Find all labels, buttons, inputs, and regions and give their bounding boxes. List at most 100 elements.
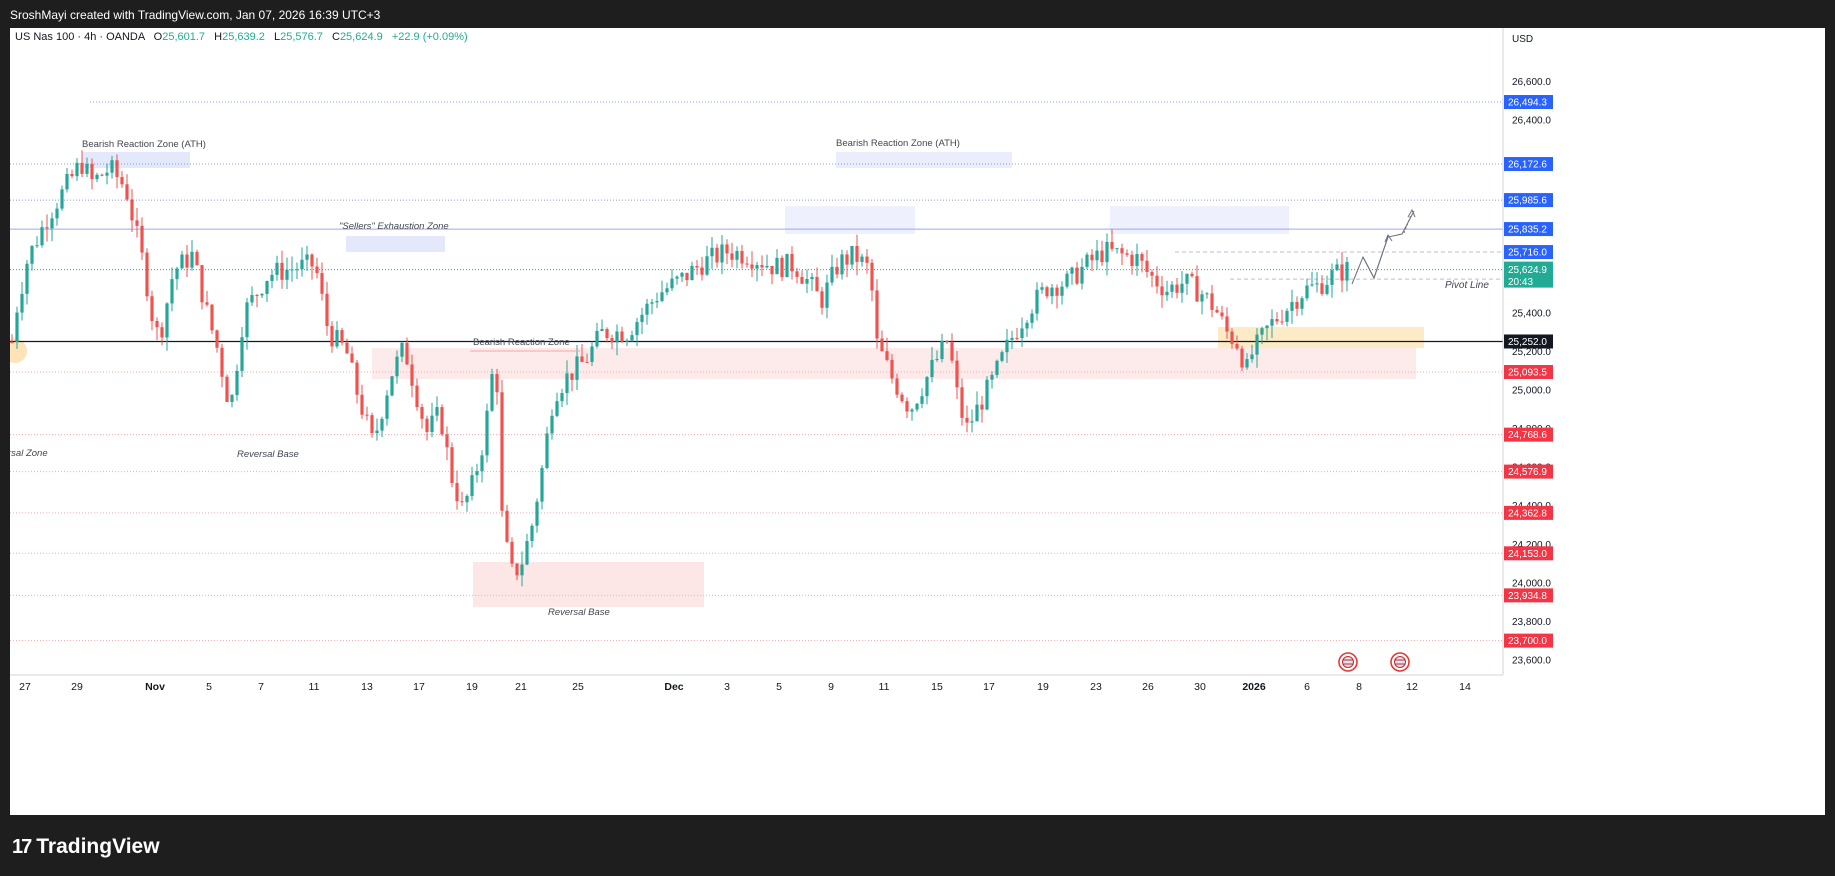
candles <box>10 150 1349 587</box>
candle <box>1240 345 1244 372</box>
candle <box>300 247 304 277</box>
x-tick-label: 17 <box>983 681 995 693</box>
candle <box>1130 250 1134 275</box>
price-tag-bg <box>1504 365 1553 380</box>
candle-body <box>125 184 129 200</box>
x-tick-label: 29 <box>71 681 83 693</box>
price-tag: 25,093.5 <box>1504 365 1553 380</box>
candle <box>1005 328 1009 364</box>
candle-body <box>335 330 339 347</box>
x-tick-label: 14 <box>1459 681 1471 693</box>
projection-path-2 <box>1362 236 1389 280</box>
candle-body <box>195 251 199 266</box>
legend-l-label: L <box>274 31 280 43</box>
tradingview-brand[interactable]: 17 TradingView <box>12 835 160 859</box>
price-tag-label: 23,700.0 <box>1508 636 1547 647</box>
candle-body <box>705 256 709 275</box>
candle <box>1305 278 1309 301</box>
candle <box>320 262 324 301</box>
candle <box>1275 312 1279 325</box>
candle-body <box>1260 328 1264 335</box>
candle-body <box>1025 322 1029 329</box>
candle-body <box>675 276 679 279</box>
candle-body <box>10 341 14 343</box>
candle-body <box>455 482 459 502</box>
candle-body <box>590 346 594 362</box>
candle <box>1340 251 1344 293</box>
us-event-icon-2[interactable] <box>1390 652 1410 672</box>
candle-body <box>955 360 959 388</box>
candle <box>1015 328 1019 341</box>
bearish-reaction-zone[interactable] <box>372 348 1416 379</box>
candle <box>750 251 754 277</box>
candle <box>285 257 289 289</box>
candle-body <box>655 300 659 303</box>
candle <box>930 347 934 383</box>
candle-body <box>1340 264 1344 281</box>
candle <box>1095 239 1099 270</box>
candle <box>230 393 234 408</box>
y-tick-label: 23,600.0 <box>1512 655 1551 666</box>
candle-body <box>640 314 644 323</box>
price-tag-bg <box>1504 157 1553 172</box>
candle <box>540 465 544 510</box>
candle-body <box>250 295 254 303</box>
annotation-layer: Bearish Reaction Zone (ATH) "Sellers" Ex… <box>8 138 1489 618</box>
candle-body <box>630 335 634 341</box>
candle <box>1140 252 1144 273</box>
candle-body <box>475 471 479 476</box>
candle <box>1170 281 1174 298</box>
candle <box>405 337 409 365</box>
candle <box>1010 330 1014 349</box>
candle <box>1180 271 1184 303</box>
level-price-tags: 26,494.3 26,172.6 25,985.6 25,835.2 25,716.0… <box>1504 95 1553 648</box>
price-chart[interactable]: Bearish Reaction Zone (ATH) "Sellers" Ex… <box>3 28 1825 815</box>
candle <box>960 378 964 426</box>
candle-body <box>30 246 34 264</box>
candle <box>1150 269 1154 288</box>
resistance-zone-dec[interactable] <box>785 206 915 234</box>
candle-body <box>795 271 799 277</box>
candle-body <box>230 395 234 402</box>
resistance-zone-jan[interactable] <box>1110 206 1289 234</box>
x-tick-label: 13 <box>361 681 373 693</box>
candle <box>520 551 524 587</box>
x-tick-label: 21 <box>515 681 527 693</box>
y-tick-label: 23,800.0 <box>1512 617 1551 628</box>
candle-body <box>370 415 374 434</box>
candle <box>790 246 794 280</box>
candle-body <box>45 227 49 229</box>
bearish-reaction-zone-ath-2[interactable] <box>836 152 1012 168</box>
ohlc-legend: US Nas 100 · 4h · OANDA O25,601.7 H25,63… <box>15 31 468 43</box>
candle-body <box>90 163 94 180</box>
candle-body <box>1080 266 1084 284</box>
candle-body <box>1135 254 1139 266</box>
us-event-icon-1[interactable] <box>1338 652 1358 672</box>
x-tick-label: 23 <box>1090 681 1102 693</box>
candle <box>1195 265 1199 302</box>
candle <box>965 405 969 433</box>
price-tag: 24,153.0 <box>1504 546 1553 561</box>
candle-body <box>1270 319 1274 326</box>
price-tag-label: 24,576.9 <box>1508 467 1547 478</box>
bearish-reaction-zone-ath-1[interactable] <box>82 152 190 168</box>
candle <box>845 250 849 278</box>
reversal-base-zone[interactable] <box>473 562 704 607</box>
candle <box>915 402 919 412</box>
candle <box>730 242 734 268</box>
chart-area[interactable]: Bearish Reaction Zone (ATH) "Sellers" Ex… <box>3 28 1825 815</box>
price-tag: 25,985.6 <box>1504 193 1553 208</box>
x-tick-label: Nov <box>145 681 165 693</box>
currency-label[interactable]: USD <box>1512 34 1533 45</box>
time-axis[interactable] <box>10 675 1503 697</box>
candle <box>820 286 824 315</box>
candle <box>1255 328 1259 368</box>
candle-body <box>240 337 244 371</box>
demand-zone[interactable] <box>1218 327 1424 348</box>
candle-body <box>945 340 949 343</box>
sellers-exhaustion-zone[interactable] <box>346 236 445 252</box>
price-tag: 24,576.9 <box>1504 464 1553 479</box>
candle <box>865 249 869 274</box>
candle <box>170 267 174 312</box>
price-axis[interactable] <box>1503 28 1553 675</box>
